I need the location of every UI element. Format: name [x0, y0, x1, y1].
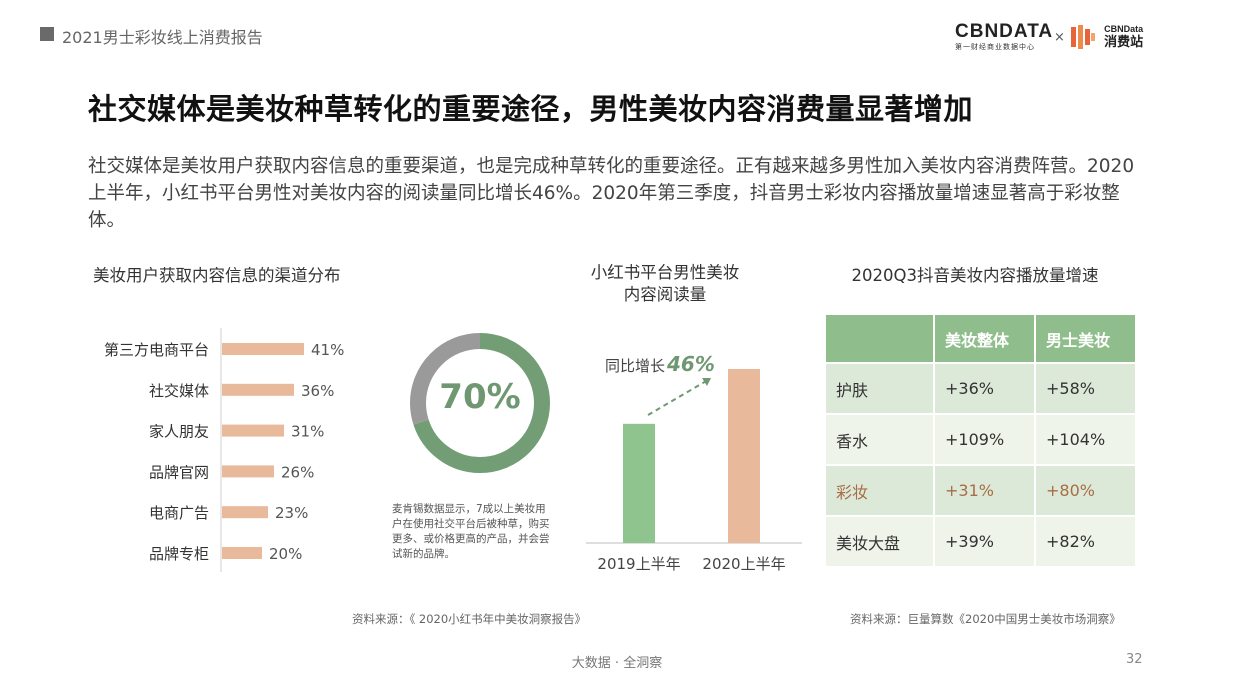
channel-category-label: 社交媒体: [149, 382, 209, 400]
channel-bar: [222, 383, 294, 396]
table-cell: +109%: [934, 414, 1036, 466]
channel-value-label: 20%: [269, 545, 302, 563]
channel-value-label: 41%: [311, 341, 344, 359]
growth-label: 同比增长: [605, 357, 666, 375]
report-title: 2021男士彩妆线上消费报告: [62, 28, 263, 47]
cbndata-logo-subtext: 第一财经商业数据中心: [955, 43, 1035, 51]
page-headline: 社交媒体是美妆种草转化的重要途径，男性美妆内容消费量显著增加: [88, 92, 974, 126]
channel-bar: [222, 506, 268, 519]
xhs-bar-chart: 2019上半年 2020上半年: [586, 369, 802, 573]
source-right: 资料来源：巨量算数《2020中国男士美妆市场洞察》: [850, 612, 1121, 626]
channels-chart-title: 美妆用户获取内容信息的渠道分布: [93, 266, 341, 285]
cbndata-logo: CBNDATA 第一财经商业数据中心: [955, 22, 1053, 52]
table-row: 香水 +109% +104%: [826, 414, 1137, 466]
table-cell: +31%: [934, 465, 1036, 517]
channel-value-label: 23%: [275, 504, 308, 522]
cbndata-logo-text: CBNDATA: [955, 21, 1054, 42]
channel-category-label: 品牌专柜: [149, 545, 209, 563]
growth-arrow-head: [702, 378, 711, 386]
donut-note: 麦肯锡数据显示，7成以上美妆用户在使用社交平台后被种草，购买更多、或价格更高的产…: [392, 503, 550, 560]
table-row: 美妆大盘 +39% +82%: [826, 516, 1137, 568]
table-cell: +104%: [1035, 414, 1137, 466]
growth-annotation: 同比增长 46%: [605, 352, 715, 376]
report-mark-icon: [40, 27, 54, 41]
table-row-highlighted: 彩妆 +31% +80%: [826, 465, 1137, 517]
table-cell: 护肤: [826, 363, 935, 415]
channel-category-label: 品牌官网: [149, 463, 209, 481]
table-cell: 美妆大盘: [826, 516, 935, 568]
channel-bar: [222, 343, 304, 355]
xiaofeizhan-logo-cn: 消费站: [1104, 35, 1144, 50]
table-header-cell: 男士美妆: [1035, 315, 1137, 364]
douyin-table-title: 2020Q3抖音美妆内容播放量增速: [851, 266, 1099, 285]
xiaofeizhan-logo-en: CBNData: [1104, 24, 1144, 34]
xhs-category-label: 2020上半年: [702, 555, 785, 573]
table-header-cell: [826, 315, 935, 364]
logo-separator: ×: [1054, 30, 1065, 45]
footer-slogan: 大数据 · 全洞察: [571, 656, 663, 671]
channel-bar: [222, 424, 284, 437]
xiaofeizhan-logo: CBNData 消费站: [1070, 24, 1143, 50]
channel-value-label: 31%: [291, 423, 324, 441]
table-cell: 彩妆: [826, 465, 935, 517]
xhs-chart-title-line2: 内容阅读量: [623, 285, 707, 304]
xhs-category-label: 2019上半年: [597, 555, 680, 573]
channel-bar: [222, 465, 274, 478]
donut-chart: [410, 333, 550, 473]
table-row: 护肤 +36% +58%: [826, 363, 1137, 415]
channel-value-label: 26%: [281, 463, 314, 481]
xhs-chart-title: 小红书平台男性美妆 内容阅读量: [575, 262, 755, 306]
donut-slice: [410, 333, 550, 473]
channel-bar: [222, 547, 262, 559]
table-cell: 香水: [826, 414, 935, 466]
table-cell: +39%: [934, 516, 1036, 568]
table-cell: +80%: [1035, 465, 1137, 517]
growth-arrow: [647, 379, 709, 416]
table-cell: +58%: [1035, 363, 1137, 415]
channel-category-label: 电商广告: [149, 504, 209, 522]
donut-center-value: 70%: [439, 377, 521, 417]
channel-category-label: 第三方电商平台: [104, 341, 209, 359]
page-number: 32: [1126, 652, 1143, 667]
table-cell: +36%: [934, 363, 1036, 415]
table-header-cell: 美妆整体: [934, 315, 1036, 364]
table-header-row: 美妆整体 男士美妆: [826, 315, 1137, 364]
xiaofeizhan-mark-icon: [1071, 25, 1095, 49]
channels-bar-chart: 第三方电商平台 41% 社交媒体 36% 家人朋友 31% 品牌官网 26% 电商广告 23% 品牌…: [104, 328, 344, 572]
xhs-chart-title-line1: 小红书平台男性美妆: [590, 263, 740, 282]
xhs-bar: [623, 423, 655, 543]
channel-category-label: 家人朋友: [149, 423, 209, 441]
source-left: 资料来源：《 2020小红书年中美妆洞察报告》: [352, 612, 587, 626]
intro-paragraph: 社交媒体是美妆用户获取内容信息的重要渠道，也是完成种草转化的重要途径。正有越来越…: [88, 156, 1135, 231]
growth-value: 46%: [667, 352, 715, 376]
douyin-growth-table: 美妆整体 男士美妆 护肤 +36% +58% 香水 +109% +104% 彩妆…: [826, 315, 1137, 568]
table-cell: +82%: [1035, 516, 1137, 568]
xhs-bar: [728, 369, 760, 543]
channel-value-label: 36%: [301, 382, 334, 400]
